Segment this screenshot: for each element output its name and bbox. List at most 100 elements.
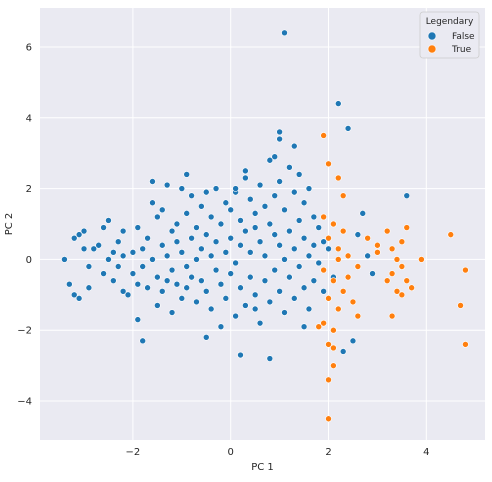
data-point-true [393, 287, 401, 295]
legend-marker-false [427, 31, 437, 41]
data-point-false [70, 291, 78, 299]
data-point-false [222, 199, 230, 207]
data-point-true [393, 256, 401, 263]
data-point-false [144, 234, 151, 242]
data-point-true [447, 231, 455, 238]
data-point-false [168, 227, 176, 235]
data-point-true [330, 362, 337, 369]
data-point-false [149, 178, 156, 185]
data-point-false [232, 259, 239, 267]
data-point-false [339, 348, 347, 355]
data-point-true [403, 277, 411, 284]
data-point-false [251, 210, 259, 217]
data-point-false [227, 270, 235, 277]
data-point-false [286, 164, 293, 171]
tick-labels: −2 0 2 4 −4 −2 0 2 4 6 [17, 42, 429, 458]
data-point-false [242, 302, 249, 309]
data-point-false [237, 241, 244, 249]
data-point-false [75, 231, 83, 238]
data-point-true [398, 291, 406, 299]
data-point-false [139, 337, 146, 345]
x-tick-label: −2 [126, 447, 141, 458]
data-point-true [320, 266, 327, 274]
data-point-false [310, 277, 318, 284]
data-point-true [457, 302, 464, 309]
data-point-false [300, 284, 308, 292]
data-point-true [349, 298, 357, 306]
data-point-false [163, 252, 171, 260]
data-point-false [193, 298, 200, 306]
data-point-false [217, 280, 225, 288]
data-point-false [261, 202, 269, 210]
data-point-false [134, 316, 142, 323]
data-point-false [354, 231, 362, 238]
data-point-false [100, 270, 107, 277]
data-point-false [290, 142, 298, 150]
data-point-false [66, 280, 73, 288]
data-point-false [134, 224, 142, 231]
data-point-true [374, 241, 381, 249]
data-point-true [344, 252, 352, 260]
data-point-false [266, 355, 274, 362]
data-point-false [271, 192, 279, 199]
data-point-true [344, 273, 352, 281]
data-point-true [462, 266, 469, 274]
y-tick-label: 6 [26, 42, 32, 53]
data-point-false [183, 284, 191, 292]
data-point-false [261, 252, 269, 260]
data-point-true [339, 192, 347, 199]
y-tick-label: −2 [17, 326, 32, 337]
data-point-true [354, 263, 362, 270]
data-point-true [398, 263, 406, 270]
data-point-false [61, 256, 68, 263]
data-point-false [403, 192, 411, 199]
data-point-false [242, 174, 249, 182]
data-point-false [286, 273, 293, 281]
data-point-false [158, 206, 166, 214]
data-point-false [188, 234, 195, 242]
data-point-false [154, 302, 161, 309]
data-point-true [320, 132, 327, 139]
data-point-false [158, 241, 166, 249]
data-point-false [217, 220, 225, 228]
data-point-false [251, 224, 259, 231]
data-point-true [408, 284, 415, 292]
data-point-false [281, 29, 288, 37]
data-point-true [334, 305, 342, 313]
data-point-false [359, 210, 367, 217]
x-tick-label: 2 [325, 447, 331, 458]
data-point-true [325, 160, 332, 168]
legend-label-true: True [451, 45, 472, 55]
data-point-false [295, 217, 303, 224]
data-point-false [110, 277, 117, 284]
legend-marker-true [427, 44, 437, 54]
data-point-false [266, 156, 274, 164]
data-points [61, 29, 469, 423]
data-point-false [110, 249, 117, 256]
data-point-false [256, 181, 264, 189]
data-point-false [178, 295, 186, 302]
data-point-false [281, 309, 288, 316]
data-point-false [242, 227, 249, 235]
data-point-false [305, 305, 313, 313]
data-point-false [202, 287, 210, 295]
data-point-true [388, 312, 396, 320]
data-point-false [207, 305, 215, 313]
data-point-false [290, 188, 298, 196]
data-point-false [188, 192, 195, 199]
data-point-false [325, 245, 332, 253]
data-point-false [276, 128, 283, 136]
data-point-false [305, 252, 313, 260]
data-point-false [334, 100, 342, 107]
data-point-true [330, 344, 337, 352]
data-point-false [173, 220, 181, 228]
data-point-false [154, 213, 161, 221]
data-point-true [325, 341, 332, 348]
data-point-false [281, 206, 288, 214]
data-point-true [383, 277, 391, 284]
legend-label-false: False [452, 32, 475, 42]
data-point-false [320, 287, 327, 295]
data-point-false [129, 270, 137, 277]
data-point-false [183, 171, 191, 178]
